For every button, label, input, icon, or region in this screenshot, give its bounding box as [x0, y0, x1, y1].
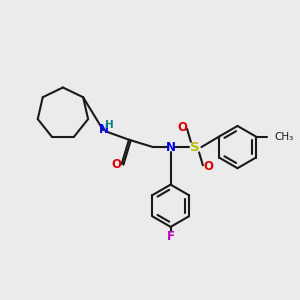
Text: O: O	[203, 160, 213, 173]
Text: N: N	[166, 141, 176, 154]
Text: CH₃: CH₃	[274, 131, 293, 142]
Text: O: O	[112, 158, 122, 171]
Text: S: S	[190, 141, 200, 154]
Text: F: F	[167, 230, 175, 243]
Text: N: N	[99, 123, 109, 136]
Text: O: O	[177, 121, 187, 134]
Text: H: H	[105, 120, 114, 130]
